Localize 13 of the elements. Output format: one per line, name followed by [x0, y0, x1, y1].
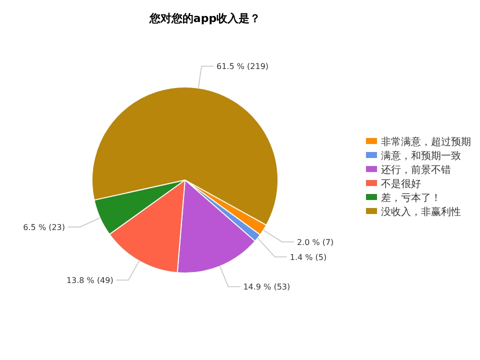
- data-label: 6.5 % (23): [23, 222, 66, 232]
- legend-label: 满意，和预期一致: [381, 150, 461, 162]
- data-label: 13.8 % (49): [66, 276, 114, 286]
- chart-title: 您对您的app收入是？: [148, 12, 261, 25]
- legend-label: 非常满意，超过预期: [381, 136, 471, 148]
- legend-label: 没收入，非赢利性: [381, 206, 461, 218]
- data-label: 61.5 % (219): [216, 62, 269, 72]
- data-label: 1.4 % (5): [290, 252, 327, 262]
- legend-label: 还行，前景不错: [381, 164, 451, 176]
- data-label: 2.0 % (7): [296, 238, 334, 247]
- data-label: 14.9 % (53): [243, 282, 290, 292]
- legend-label: 差，亏本了！: [381, 192, 441, 204]
- legend-label: 不是很好: [381, 179, 421, 190]
